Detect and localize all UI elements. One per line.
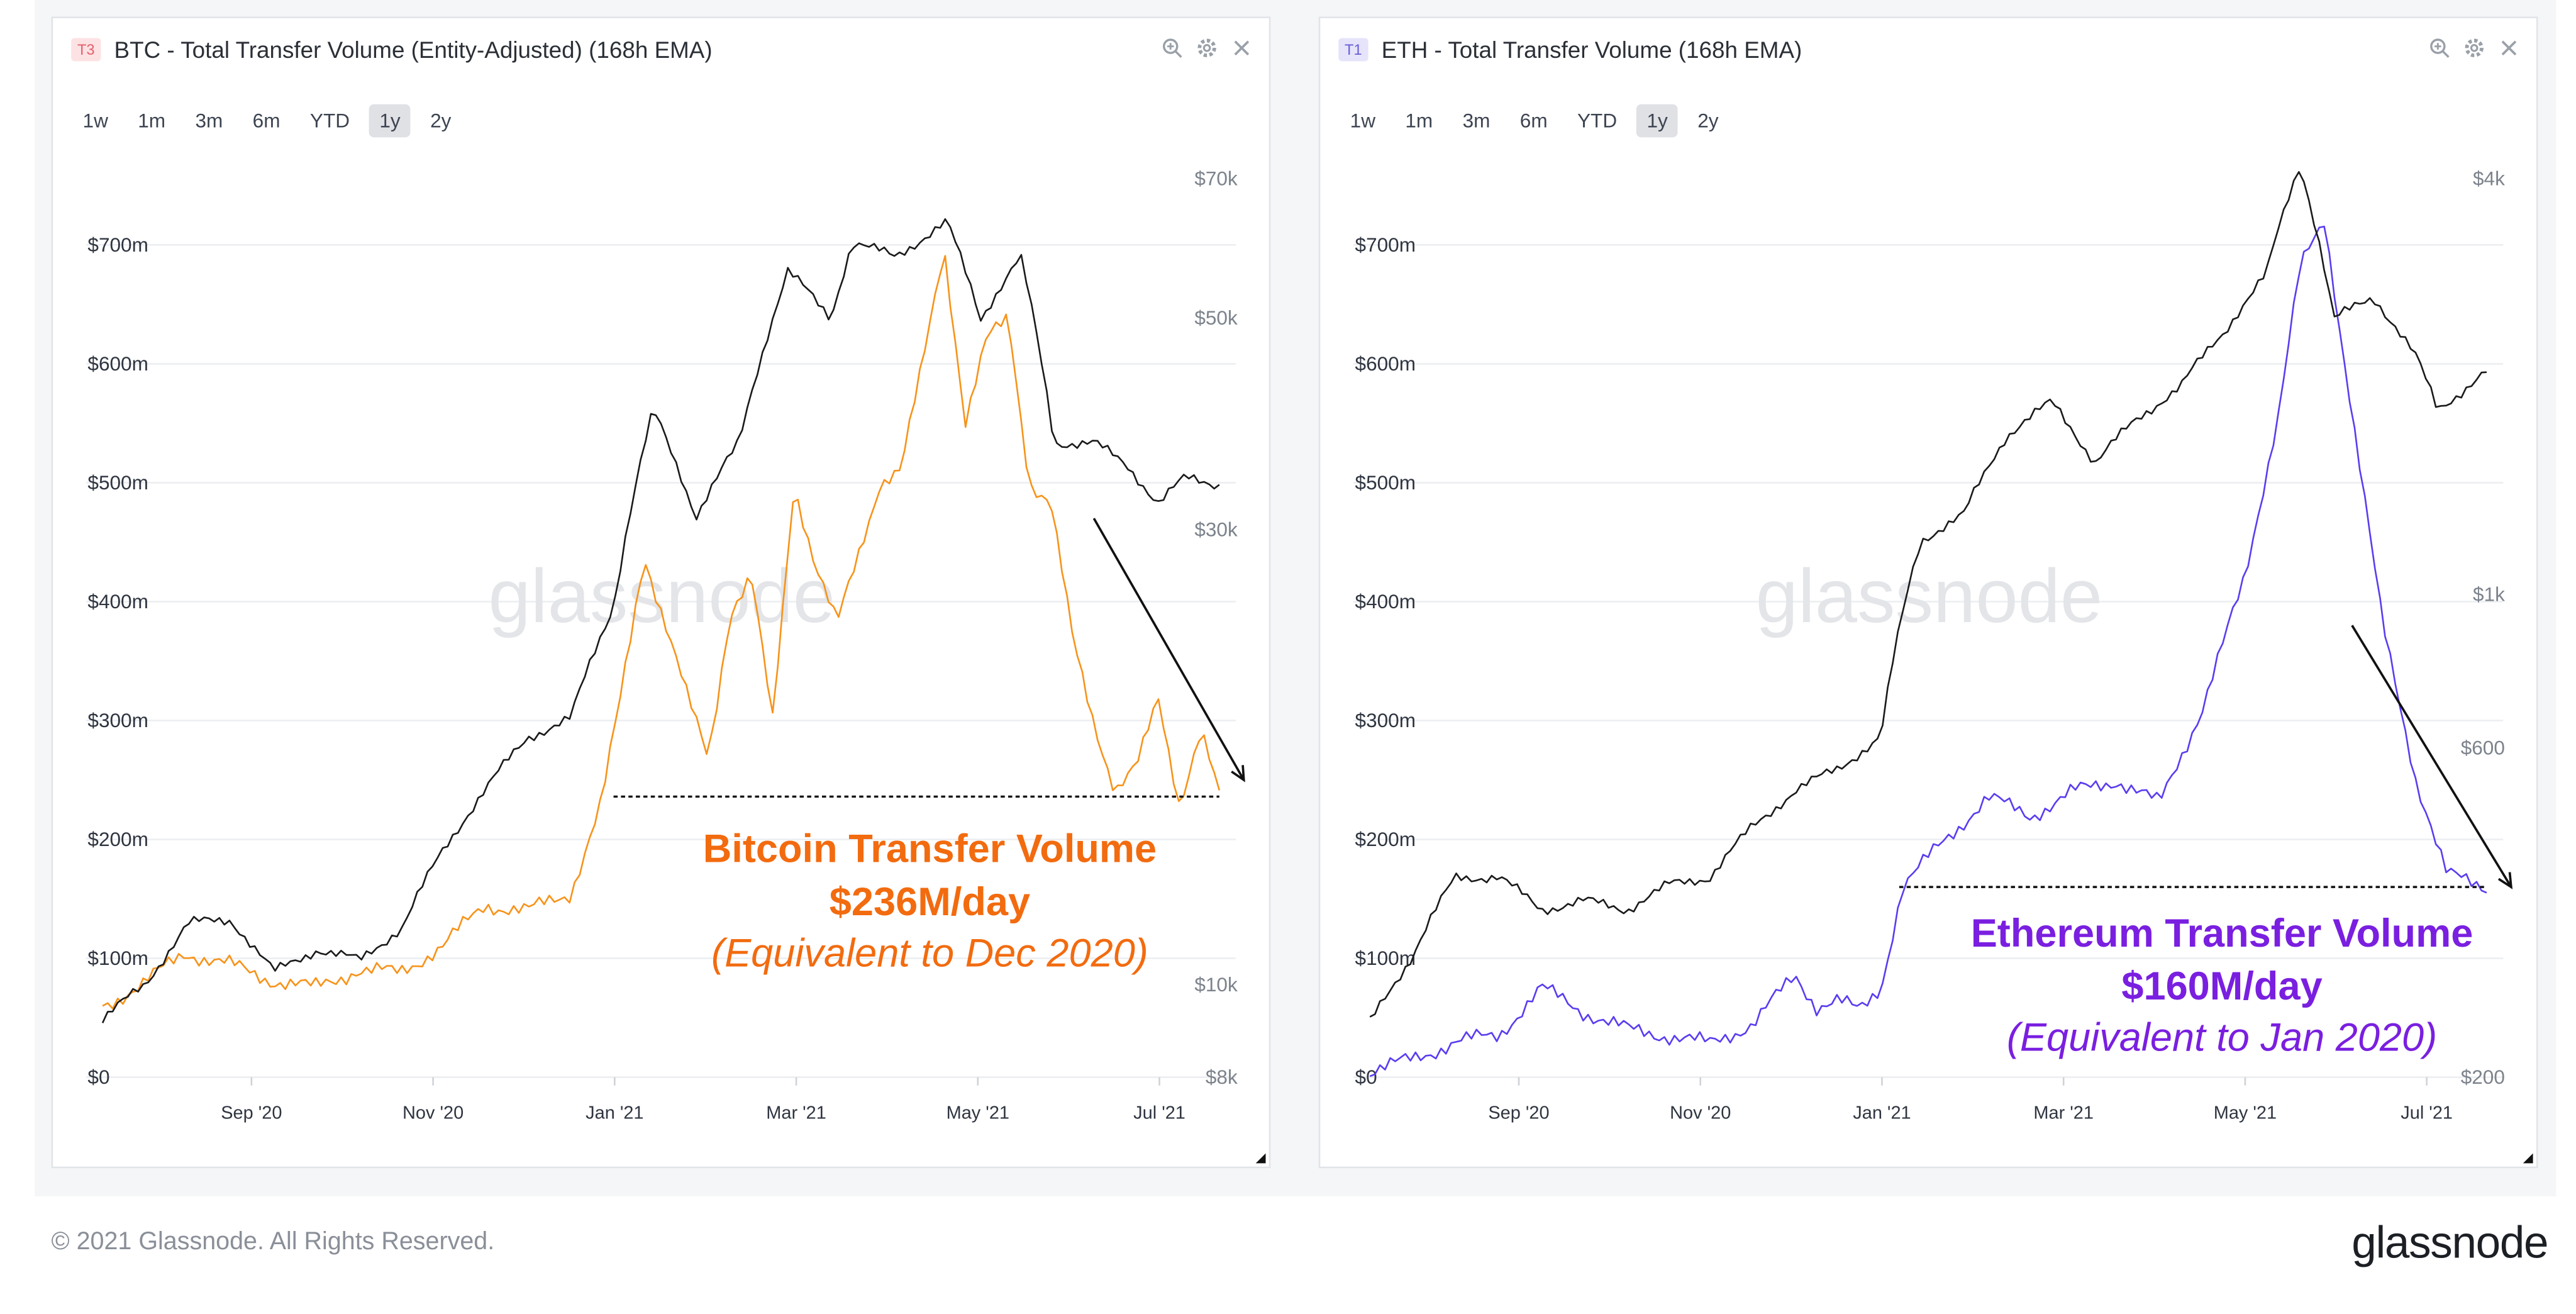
trend-arrow-line <box>2351 625 2512 888</box>
y2-axis-tick-label: $8k <box>1206 1066 1238 1088</box>
annotation-note: (Equivalent to Dec 2020) <box>711 931 1148 975</box>
close-icon[interactable] <box>2498 35 2519 61</box>
x-axis-tick-label: Mar '21 <box>2033 1103 2094 1123</box>
y-axis-tick-label: $0 <box>1355 1066 1377 1088</box>
annotation-value: $236M/day <box>830 880 1030 924</box>
y-axis-tick-label: $200m <box>1355 828 1416 850</box>
y-axis-tick-label: $0 <box>87 1066 109 1088</box>
series-line-price <box>1369 171 2487 1018</box>
y2-axis-tick-label: $200 <box>2461 1066 2505 1088</box>
copyright-text: © 2021 Glassnode. All Rights Reserved. <box>51 1227 495 1256</box>
x-axis-tick-label: May '21 <box>947 1103 1009 1123</box>
y2-axis-tick-label: $4k <box>2473 167 2505 190</box>
x-axis-tick-label: May '21 <box>2214 1103 2277 1123</box>
tab-1m[interactable]: 1m <box>1405 109 1433 133</box>
x-axis-tick-label: Nov '20 <box>402 1103 464 1123</box>
y2-axis-tick-label: $50k <box>1194 306 1238 329</box>
gear-icon[interactable] <box>2463 35 2485 61</box>
resize-handle[interactable] <box>2523 1153 2533 1164</box>
y-axis-tick-label: $600m <box>87 352 148 375</box>
y-axis-tick-label: $300m <box>87 709 148 732</box>
tab-2y[interactable]: 2y <box>1697 109 1719 133</box>
tab-3m[interactable]: 3m <box>1462 109 1491 133</box>
brand-logo: glassnode <box>2351 1218 2548 1268</box>
zoom-icon[interactable] <box>2429 35 2450 61</box>
series-line-volume <box>1369 225 2487 1077</box>
tab-2y[interactable]: 2y <box>430 109 452 133</box>
annotation-value: $160M/day <box>2121 964 2322 1008</box>
close-icon[interactable] <box>1231 35 1252 61</box>
x-axis-tick-label: Jan '21 <box>586 1103 643 1123</box>
tab-ytd[interactable]: YTD <box>309 109 350 133</box>
panel-title: BTC - Total Transfer Volume (Entity-Adju… <box>114 36 713 63</box>
y2-axis-tick-label: $10k <box>1194 973 1238 996</box>
trend-arrow-head <box>2497 872 2513 889</box>
y2-axis-tick-label: $600 <box>2461 736 2505 759</box>
resize-handle[interactable] <box>1255 1153 1266 1164</box>
y-axis-tick-label: $300m <box>1355 709 1416 732</box>
tab-6m[interactable]: 6m <box>252 109 280 133</box>
y-axis-tick-label: $700m <box>1355 233 1416 256</box>
tab-1y[interactable]: 1y <box>1636 104 1678 138</box>
range-tabs: 1w 1m 3m 6m YTD 1y 2y <box>1340 104 1729 138</box>
y-axis-tick-label: $200m <box>87 828 148 850</box>
panel-title: ETH - Total Transfer Volume (168h EMA) <box>1381 36 1802 63</box>
y-axis-tick-label: $700m <box>87 233 148 256</box>
tab-1w[interactable]: 1w <box>82 109 108 133</box>
annotation-note: (Equivalent to Jan 2020) <box>2007 1015 2437 1059</box>
panel-header: T3 BTC - Total Transfer Volume (Entity-A… <box>53 18 1269 84</box>
tab-ytd[interactable]: YTD <box>1577 109 1618 133</box>
eth-chart-panel: T1 ETH - Total Transfer Volume (168h EMA… <box>1318 16 2538 1169</box>
y-axis-tick-label: $600m <box>1355 352 1416 375</box>
x-axis-tick-label: Nov '20 <box>1670 1103 1731 1123</box>
x-axis-tick-label: Sep '20 <box>221 1103 282 1123</box>
btc-chart-panel: T3 BTC - Total Transfer Volume (Entity-A… <box>51 16 1271 1169</box>
metric-badge: T1 <box>1338 38 1368 62</box>
x-axis-tick-label: Jan '21 <box>1853 1103 1911 1123</box>
y-axis-tick-label: $400m <box>87 590 148 613</box>
series-line-volume <box>102 255 1221 1010</box>
eth-chart-plot: $0 $100m $200m $300m $400m $500m $600m $700m $20… <box>1353 167 2513 1123</box>
series-line-price <box>101 218 1220 1023</box>
y2-axis-tick-label: $30k <box>1194 518 1238 541</box>
annotation-title: Ethereum Transfer Volume <box>1971 911 2473 955</box>
tab-1y[interactable]: 1y <box>369 104 411 138</box>
tab-3m[interactable]: 3m <box>195 109 223 133</box>
watermark-text: glassnode <box>1756 553 2103 638</box>
tab-1w[interactable]: 1w <box>1350 109 1376 133</box>
trend-arrow-line <box>1092 518 1245 781</box>
x-axis-tick-label: Jul '21 <box>1133 1103 1185 1123</box>
metric-badge: T3 <box>71 38 101 62</box>
trend-arrow-head <box>1231 765 1245 782</box>
y-axis-tick-label: $500m <box>1355 471 1416 494</box>
y-axis-tick-label: $100m <box>1355 947 1416 969</box>
tab-6m[interactable]: 6m <box>1519 109 1548 133</box>
y-axis-tick-label: $400m <box>1355 590 1416 613</box>
gear-icon[interactable] <box>1196 35 1218 61</box>
tab-1m[interactable]: 1m <box>138 109 166 133</box>
x-axis-tick-label: Jul '21 <box>2401 1103 2453 1123</box>
y2-axis-tick-label: $1k <box>2473 583 2505 606</box>
y2-axis-tick-label: $70k <box>1194 167 1238 190</box>
x-axis-tick-label: Mar '21 <box>766 1103 826 1123</box>
zoom-icon[interactable] <box>1162 35 1183 61</box>
y-axis-tick-label: $100m <box>87 947 148 969</box>
y-axis-tick-label: $500m <box>87 471 148 494</box>
x-axis-tick-label: Sep '20 <box>1488 1103 1549 1123</box>
btc-chart-plot: $0 $100m $200m $300m $400m $500m $600m $700m $8k… <box>86 167 1245 1123</box>
watermark-text: glassnode <box>488 553 835 638</box>
panel-header: T1 ETH - Total Transfer Volume (168h EMA… <box>1320 18 2536 84</box>
range-tabs: 1w 1m 3m 6m YTD 1y 2y <box>73 104 462 138</box>
annotation-title: Bitcoin Transfer Volume <box>703 827 1157 871</box>
